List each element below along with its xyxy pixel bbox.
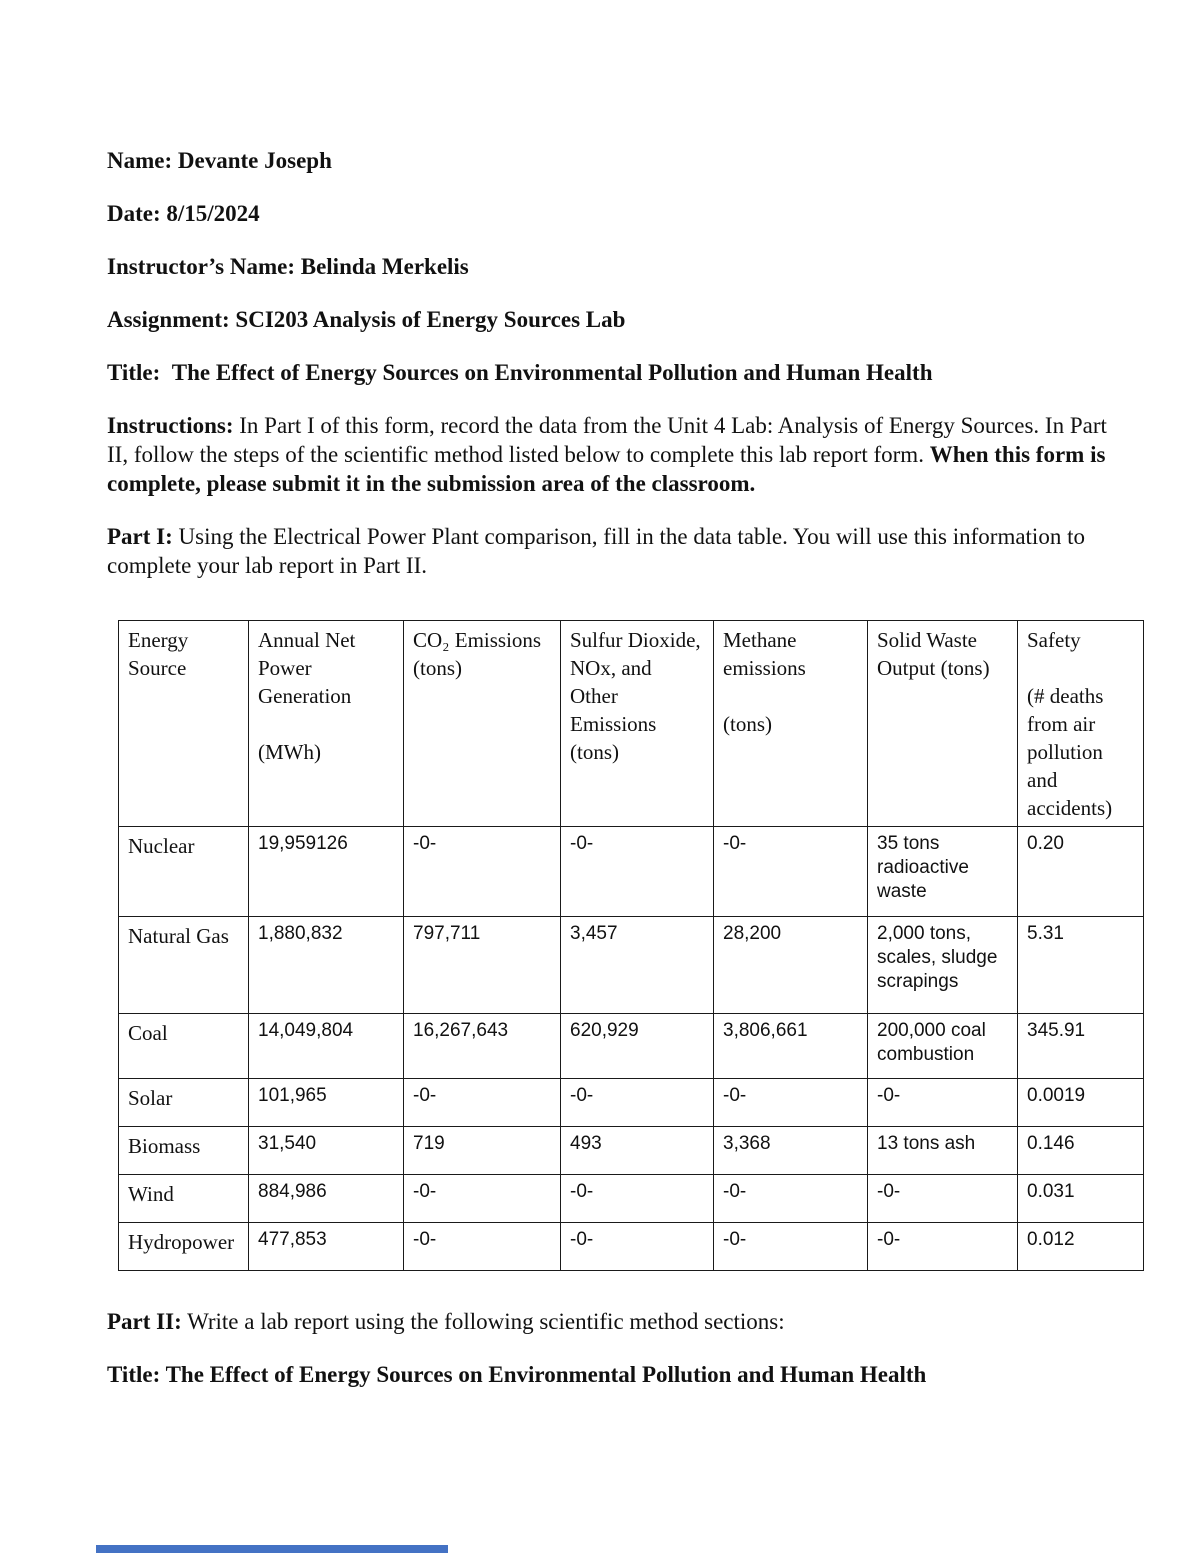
part1-paragraph: Part I: Using the Electrical Power Plant… bbox=[107, 522, 1107, 580]
part2-label: Part II: bbox=[107, 1309, 182, 1334]
instructions-label: Instructions: bbox=[107, 413, 234, 438]
table-cell: -0- bbox=[560, 1078, 714, 1127]
header-sulfur-dioxide: Sulfur Dioxide, NOx, and Other Emissions… bbox=[560, 620, 714, 827]
row-label: Wind bbox=[118, 1174, 249, 1223]
table-cell: -0- bbox=[867, 1222, 1018, 1271]
table-cell: 200,000 coal combustion bbox=[867, 1013, 1018, 1079]
title-line: Title: The Effect of Energy Sources on E… bbox=[107, 360, 933, 385]
table-cell: 0.012 bbox=[1017, 1222, 1144, 1271]
header-annual-net-power: Annual Net Power Generation (MWh) bbox=[248, 620, 404, 827]
table-cell: 477,853 bbox=[248, 1222, 404, 1271]
table-cell: 620,929 bbox=[560, 1013, 714, 1079]
table-row: Biomass 31,540 719 493 3,368 13 tons ash… bbox=[118, 1126, 1144, 1175]
row-label: Nuclear bbox=[118, 826, 249, 917]
table-cell: 5.31 bbox=[1017, 916, 1144, 1014]
table-cell: 0.146 bbox=[1017, 1126, 1144, 1175]
part2-title-line: Title: The Effect of Energy Sources on E… bbox=[107, 1362, 927, 1387]
table-cell: -0- bbox=[713, 1222, 868, 1271]
table-cell: 19,959126 bbox=[248, 826, 404, 917]
table-cell: -0- bbox=[403, 1174, 561, 1223]
table-cell: 28,200 bbox=[713, 916, 868, 1014]
instructions-bold-sentence: When this form is complete, please submi… bbox=[107, 442, 1106, 496]
table-cell: 0.20 bbox=[1017, 826, 1144, 917]
table-cell: 345.91 bbox=[1017, 1013, 1144, 1079]
table-cell: 1,880,832 bbox=[248, 916, 404, 1014]
table-row: Nuclear 19,959126 -0- -0- -0- 35 tons ra… bbox=[118, 826, 1144, 917]
date-line: Date: 8/15/2024 bbox=[107, 201, 260, 226]
part1-label: Part I: bbox=[107, 524, 173, 549]
table-cell: -0- bbox=[403, 1078, 561, 1127]
table-cell: 884,986 bbox=[248, 1174, 404, 1223]
table-cell: 493 bbox=[560, 1126, 714, 1175]
row-label: Hydropower bbox=[118, 1222, 249, 1271]
table-cell: 13 tons ash bbox=[867, 1126, 1018, 1175]
table-row: Solar 101,965 -0- -0- -0- -0- 0.0019 bbox=[118, 1078, 1144, 1127]
cut-off-blue-bar bbox=[96, 1545, 448, 1553]
instructions-body: In Part I of this form, record the data … bbox=[107, 413, 1107, 467]
table-cell: 14,049,804 bbox=[248, 1013, 404, 1079]
header-methane-emissions: Methane emissions (tons) bbox=[713, 620, 868, 827]
table-cell: 31,540 bbox=[248, 1126, 404, 1175]
row-label: Biomass bbox=[118, 1126, 249, 1175]
table-cell: 0.031 bbox=[1017, 1174, 1144, 1223]
table-row: Hydropower 477,853 -0- -0- -0- -0- 0.012 bbox=[118, 1222, 1144, 1271]
table-cell: -0- bbox=[560, 826, 714, 917]
table-cell: 3,806,661 bbox=[713, 1013, 868, 1079]
name-line: Name: Devante Joseph bbox=[107, 148, 332, 173]
table-row: Wind 884,986 -0- -0- -0- -0- 0.031 bbox=[118, 1174, 1144, 1223]
table-cell: -0- bbox=[713, 826, 868, 917]
table-cell: 3,457 bbox=[560, 916, 714, 1014]
table-cell: -0- bbox=[403, 826, 561, 917]
document-content: Name: Devante Joseph Date: 8/15/2024 Ins… bbox=[107, 146, 1144, 1413]
header-energy-source: Energy Source bbox=[118, 620, 249, 827]
table-cell: -0- bbox=[560, 1222, 714, 1271]
table-cell: -0- bbox=[560, 1174, 714, 1223]
assignment-line: Assignment: SCI203 Analysis of Energy So… bbox=[107, 307, 626, 332]
table-cell: 0.0019 bbox=[1017, 1078, 1144, 1127]
table-cell: -0- bbox=[713, 1174, 868, 1223]
part2-paragraph: Part II: Write a lab report using the fo… bbox=[107, 1307, 1107, 1336]
table-cell: -0- bbox=[403, 1222, 561, 1271]
header-solid-waste: Solid Waste Output (tons) bbox=[867, 620, 1018, 827]
row-label: Natural Gas bbox=[118, 916, 249, 1014]
header-co2-emissions: CO₂ Emissions (tons) bbox=[403, 620, 561, 827]
table-header-row: Energy Source Annual Net Power Generatio… bbox=[118, 620, 1144, 827]
instructions-paragraph: Instructions: In Part I of this form, re… bbox=[107, 411, 1107, 498]
table-cell: 797,711 bbox=[403, 916, 561, 1014]
row-label: Solar bbox=[118, 1078, 249, 1127]
table-row: Natural Gas 1,880,832 797,711 3,457 28,2… bbox=[118, 916, 1144, 1014]
table-cell: -0- bbox=[867, 1174, 1018, 1223]
table-cell: 719 bbox=[403, 1126, 561, 1175]
table-cell: -0- bbox=[713, 1078, 868, 1127]
table-cell: 3,368 bbox=[713, 1126, 868, 1175]
part1-body: Using the Electrical Power Plant compari… bbox=[107, 524, 1085, 578]
table-cell: 35 tons radioactive waste bbox=[867, 826, 1018, 917]
energy-sources-data-table: Energy Source Annual Net Power Generatio… bbox=[118, 620, 1144, 1271]
table-row: Coal 14,049,804 16,267,643 620,929 3,806… bbox=[118, 1013, 1144, 1079]
table-cell: 16,267,643 bbox=[403, 1013, 561, 1079]
table-cell: 2,000 tons, scales, sludge scrapings bbox=[867, 916, 1018, 1014]
instructor-line: Instructor’s Name: Belinda Merkelis bbox=[107, 254, 469, 279]
table-cell: -0- bbox=[867, 1078, 1018, 1127]
row-label: Coal bbox=[118, 1013, 249, 1079]
part2-body: Write a lab report using the following s… bbox=[181, 1309, 785, 1334]
table-cell: 101,965 bbox=[248, 1078, 404, 1127]
header-safety: Safety (# deaths from air pollution and … bbox=[1017, 620, 1144, 827]
